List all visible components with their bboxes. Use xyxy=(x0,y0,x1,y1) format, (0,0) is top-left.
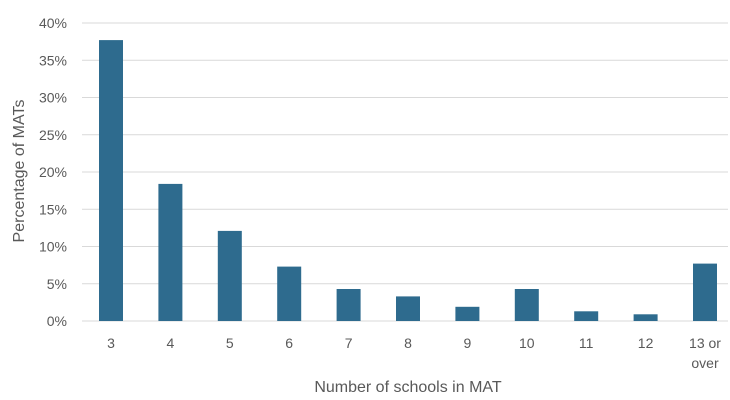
bar-9 xyxy=(455,307,479,321)
x-tick-label: 11 xyxy=(579,335,594,351)
bar-13-or-over xyxy=(693,264,717,321)
x-tick-label: 3 xyxy=(107,335,115,351)
x-tick-label: 7 xyxy=(345,335,353,351)
bar-12 xyxy=(634,314,658,321)
bar-6 xyxy=(277,267,301,321)
bar-5 xyxy=(218,231,242,321)
x-tick-label: 4 xyxy=(167,335,175,351)
bar-3 xyxy=(99,40,123,321)
x-axis-tick-labels: 3 4 5 6 7 8 9 10 11 12 13 or over xyxy=(107,335,721,371)
x-tick-label: 8 xyxy=(404,335,412,351)
y-tick-label: 25% xyxy=(39,127,67,143)
y-tick-label: 15% xyxy=(39,201,67,217)
x-axis-title: Number of schools in MAT xyxy=(314,379,502,396)
bar-10 xyxy=(515,289,539,321)
y-tick-label: 35% xyxy=(39,52,67,68)
x-tick-label: 5 xyxy=(226,335,234,351)
bars xyxy=(99,40,717,321)
bar-8 xyxy=(396,296,420,321)
x-tick-label: 6 xyxy=(285,335,293,351)
y-tick-label: 20% xyxy=(39,164,67,180)
bar-11 xyxy=(574,311,598,321)
bar-4 xyxy=(158,184,182,321)
y-tick-label: 40% xyxy=(39,15,67,31)
y-axis-title: Percentage of MATs xyxy=(11,100,28,243)
y-tick-label: 5% xyxy=(47,276,67,292)
bar-7 xyxy=(337,289,361,321)
y-tick-label: 10% xyxy=(39,239,67,255)
x-tick-label: 9 xyxy=(464,335,472,351)
y-tick-label: 0% xyxy=(47,313,67,329)
x-tick-label: 13 or over xyxy=(689,335,721,371)
y-tick-label: 30% xyxy=(39,90,67,106)
x-tick-label: 12 xyxy=(638,335,654,351)
x-tick-label: 10 xyxy=(519,335,535,351)
y-axis-tick-labels: 0% 5% 10% 15% 20% 25% 30% 35% 40% xyxy=(39,15,67,329)
